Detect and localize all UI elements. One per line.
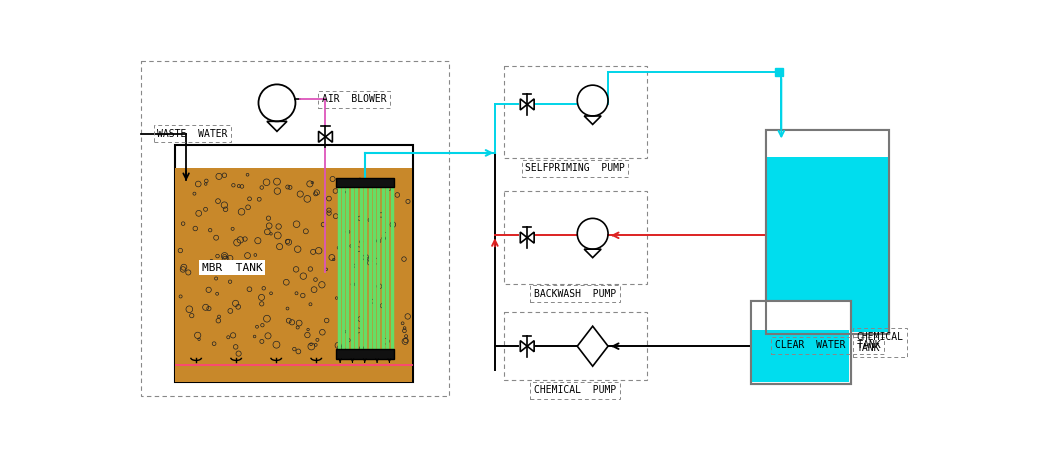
Bar: [504, 192, 647, 284]
Bar: [752, 302, 849, 330]
Text: CHEMICAL  PUMP: CHEMICAL PUMP: [534, 385, 616, 395]
Bar: [175, 169, 413, 381]
Bar: [504, 66, 647, 158]
Bar: [504, 312, 647, 380]
Bar: [750, 301, 850, 384]
Bar: [337, 178, 394, 187]
Bar: [766, 130, 889, 334]
Bar: [337, 349, 394, 358]
Bar: [174, 145, 414, 382]
Bar: [766, 130, 889, 334]
Text: SELFPRIMING  PUMP: SELFPRIMING PUMP: [525, 164, 625, 173]
Bar: [752, 330, 849, 382]
Text: CHEMICAL
TANK: CHEMICAL TANK: [857, 332, 904, 353]
Text: BACKWASH  PUMP: BACKWASH PUMP: [534, 289, 616, 299]
Bar: [750, 301, 850, 384]
Text: AIR  BLOWER: AIR BLOWER: [322, 94, 386, 104]
Text: WASTE  WATER: WASTE WATER: [157, 129, 228, 139]
Bar: [767, 157, 887, 333]
Text: MBR  TANK: MBR TANK: [202, 263, 263, 273]
Bar: [775, 68, 783, 76]
Bar: [140, 61, 448, 396]
Bar: [767, 131, 887, 157]
Text: CLEAR  WATER  TANK: CLEAR WATER TANK: [774, 340, 880, 351]
